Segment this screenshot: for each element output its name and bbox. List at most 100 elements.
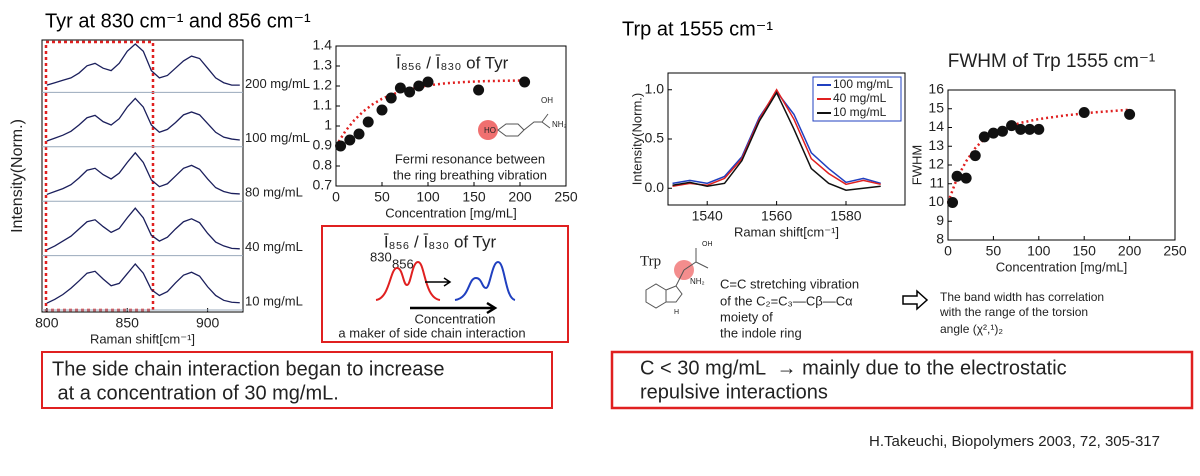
heading: Trp at 1555 cm⁻¹ [622,18,773,40]
data-point [1015,123,1027,135]
y-axis-label: Intensity(Norm.) [629,93,644,185]
data-point [951,170,963,182]
conclusion: at a concentration of 30 mg/mL. [52,382,339,404]
annotation: moiety of [720,309,773,324]
structure-label: HO [484,126,496,135]
annotation: the ring breathing vibration [393,167,547,182]
structure [497,113,551,137]
curve [454,260,516,301]
data-point [978,131,990,143]
citation: H.Takeuchi, Biopolymers 2003, 72, 305-31… [869,433,1160,450]
series-label: 100 mg/mL [245,130,310,145]
data-point [353,128,365,140]
x-tick-label: 200 [508,189,532,205]
y-tick-label: 14 [928,118,944,134]
conclusion-box [610,350,1194,410]
box [321,225,569,343]
y-tick-label: 8 [936,231,944,247]
x-tick-label: 150 [462,189,486,205]
arrow-label: Concentration [415,311,496,326]
x-axis-label: Concentration [mg/mL] [996,259,1128,274]
data-point [385,92,397,104]
structure-label: H [674,309,679,316]
highlight [478,120,498,140]
peak-label: 830 [370,249,392,264]
spectrum [46,151,240,196]
x-tick-label: 0 [332,189,340,205]
data-point [413,80,425,92]
heading: Tyr at 830 cm⁻¹ and 856 cm⁻¹ [45,10,311,32]
series-label: 200 mg/mL [245,76,310,91]
structure-label: OH [702,241,713,248]
data-point [1124,108,1136,120]
x-tick-label: 850 [116,315,140,331]
data-point [362,116,374,128]
curve [375,260,441,301]
x-tick-label: 250 [554,189,578,205]
caption: a maker of side chain interaction [338,325,525,340]
x-tick-label: 1580 [830,208,861,224]
annotation: C=C stretching vibration [720,276,859,291]
data-point [960,172,972,184]
annotation: The band width has correlation [940,290,1104,304]
data-point [1024,123,1036,135]
legend-label: 10 mg/mL [833,105,887,119]
y-tick-label: 0.7 [313,177,333,193]
spectrum [672,88,881,188]
data-point [1006,120,1018,132]
data-point [344,134,356,146]
highlight-box [44,40,155,312]
x-axis-label: Raman shift[cm⁻¹] [734,224,839,239]
data-point [947,197,959,208]
annotation: with the range of the torsion [939,305,1088,319]
y-tick-label: 9 [936,212,944,228]
box-title: Ī₈₅₆ / Ī₈₃₀ of Tyr [384,232,497,251]
y-tick-label: 1.3 [313,57,333,73]
x-tick-label: 250 [1163,243,1187,259]
plot-frame [41,39,244,313]
y-tick-label: 10 [928,193,944,209]
fit-line [334,79,530,147]
plot-frame [947,89,1176,241]
data-point [394,82,406,94]
annotation: angle (χ²,¹)₂ [940,322,1003,336]
spectrum [46,263,240,304]
y-axis-label: FWHM [909,145,924,185]
x-tick-label: 0 [944,243,952,259]
structure-label: OH [541,96,553,105]
y-tick-label: 1.1 [313,97,333,113]
x-tick-label: 100 [1027,243,1051,259]
spectrum [46,207,240,251]
data-point [996,125,1008,137]
y-tick-label: 1 [324,117,332,133]
conclusion: repulsive interactions [640,381,828,403]
annotation: of the C₂=C₃—Cβ—Cα [720,293,853,308]
x-tick-label: 1540 [692,208,723,224]
legend-label: 100 mg/mL [833,77,893,91]
data-point [1078,107,1090,118]
x-tick-label: 150 [1073,243,1097,259]
series-label: 10 mg/mL [245,293,303,308]
conclusion-box [41,351,553,409]
x-tick-label: 50 [374,189,390,205]
series-label: 80 mg/mL [245,185,303,200]
plot-frame [335,45,567,187]
data-point [969,150,981,162]
y-tick-label: 11 [929,174,944,190]
spectrum [46,43,240,86]
x-axis-label: Raman shift[cm⁻¹] [90,331,195,346]
data-point [376,104,388,116]
y-tick-label: 1.4 [313,37,333,53]
x-tick-label: 1560 [761,208,792,224]
conclusion: C < 30 mg/mL → mainly due to the electro… [640,357,1067,379]
spectrum [672,91,881,191]
data-point [987,127,999,139]
y-tick-label: 0.0 [645,179,665,195]
y-tick-label: 0.5 [645,130,665,146]
arrow [902,289,929,311]
chart-title: FWHM of Trp 1555 cm⁻¹ [948,51,1155,72]
x-tick-label: 50 [986,243,1002,259]
data-point [1033,123,1045,135]
arrow [410,301,498,315]
